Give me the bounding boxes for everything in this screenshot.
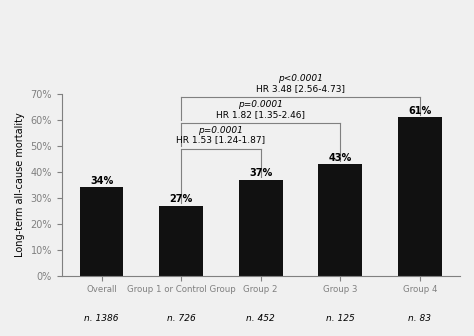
Text: n. 726: n. 726	[167, 314, 195, 324]
Text: p<0.0001: p<0.0001	[278, 74, 323, 83]
Text: 37%: 37%	[249, 168, 273, 178]
Text: n. 452: n. 452	[246, 314, 275, 324]
Text: HR 3.48 [2.56-4.73]: HR 3.48 [2.56-4.73]	[256, 84, 345, 93]
Text: n. 83: n. 83	[408, 314, 431, 324]
Bar	[159, 206, 203, 276]
Bar	[80, 187, 123, 276]
Y-axis label: Long-term all-cause mortality: Long-term all-cause mortality	[15, 113, 25, 257]
Text: 61%: 61%	[408, 106, 431, 116]
Text: 34%: 34%	[90, 176, 113, 186]
Bar	[239, 180, 283, 276]
Bar	[398, 117, 442, 276]
Bar	[319, 164, 362, 276]
Text: 43%: 43%	[328, 153, 352, 163]
Text: n. 125: n. 125	[326, 314, 355, 324]
Text: n. 1386: n. 1386	[84, 314, 119, 324]
Text: p=0.0001: p=0.0001	[199, 126, 243, 135]
Text: 27%: 27%	[170, 194, 193, 204]
Text: HR 1.82 [1.35-2.46]: HR 1.82 [1.35-2.46]	[216, 110, 305, 119]
Text: HR 1.53 [1.24-1.87]: HR 1.53 [1.24-1.87]	[176, 136, 265, 144]
Text: p=0.0001: p=0.0001	[238, 100, 283, 109]
